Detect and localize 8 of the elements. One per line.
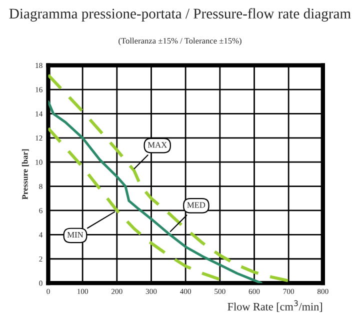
line-series — [48, 100, 262, 284]
chart-title: Diagramma pressione-portata / Pressure-flow rate diagram — [9, 8, 351, 22]
annotation: MAX — [148, 142, 167, 148]
chart-subtitle: (Tolleranza ±15% / Tolerance ±15%) — [118, 38, 242, 46]
x-axis-title: Flow Rate [cm$^{3}$/min] — [228, 300, 322, 312]
annotation: MED — [187, 202, 206, 208]
annotation: MIN — [67, 232, 84, 238]
y-axis-title: Pressure [bar] — [22, 149, 29, 200]
